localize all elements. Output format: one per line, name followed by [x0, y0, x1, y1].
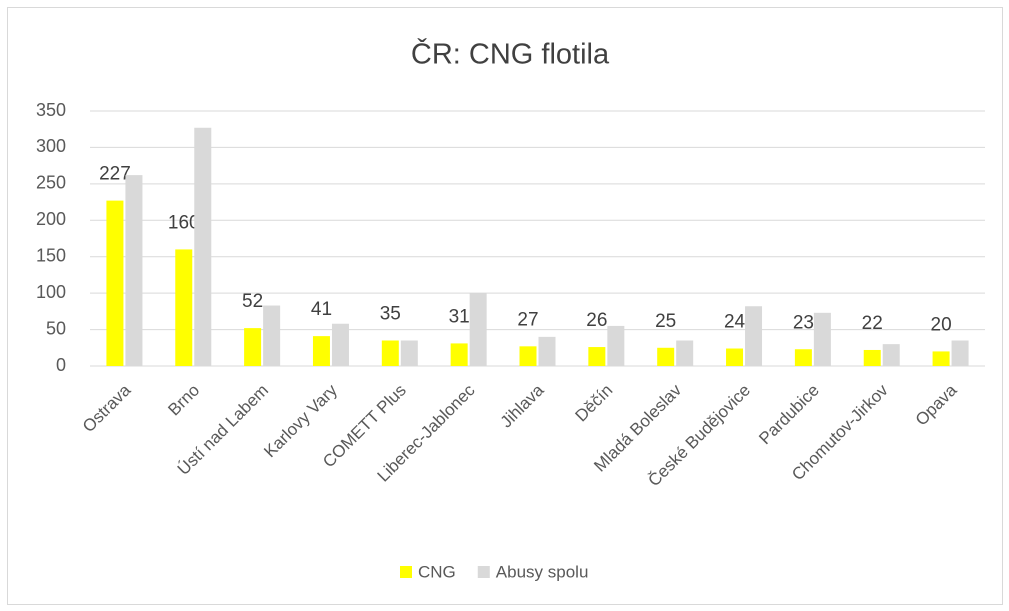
data-label: 160 — [168, 212, 200, 233]
bar — [951, 340, 969, 366]
bar — [588, 347, 606, 366]
legend-label: Abusy spolu — [496, 562, 589, 581]
legend-swatch — [400, 566, 412, 578]
data-label: 24 — [724, 312, 746, 333]
y-tick-label: 300 — [36, 136, 66, 156]
bar — [794, 349, 812, 366]
y-tick-label: 250 — [36, 173, 66, 193]
bar — [538, 336, 556, 366]
bar — [882, 344, 900, 366]
bar — [932, 351, 950, 366]
bar — [263, 305, 281, 366]
bar — [125, 175, 143, 366]
y-tick-label: 350 — [36, 100, 66, 120]
data-label: 25 — [655, 311, 676, 332]
y-tick-label: 50 — [46, 318, 66, 338]
bar — [469, 293, 487, 366]
data-label: 31 — [449, 306, 470, 327]
data-label: 27 — [517, 309, 538, 330]
bar — [106, 200, 124, 366]
y-tick-label: 100 — [36, 282, 66, 302]
bar — [312, 336, 330, 366]
bar — [175, 249, 193, 366]
data-label: 26 — [586, 310, 607, 331]
chart-border — [7, 7, 1003, 605]
chart-title: ČR: CNG flotila — [411, 37, 610, 71]
data-label: 35 — [380, 304, 401, 325]
bar — [450, 343, 468, 366]
y-tick-label: 0 — [56, 355, 66, 375]
bar — [607, 325, 625, 366]
y-tick-label: 200 — [36, 209, 66, 229]
bar — [676, 340, 694, 366]
data-label: 52 — [242, 291, 263, 312]
bar — [381, 340, 399, 366]
data-label: 22 — [862, 313, 883, 334]
bar — [244, 328, 262, 366]
bar — [863, 349, 881, 366]
data-label: 23 — [793, 312, 814, 333]
bar — [657, 347, 675, 366]
bar — [331, 323, 349, 366]
bar — [194, 127, 212, 366]
data-label: 41 — [311, 299, 332, 320]
bar — [745, 306, 763, 366]
data-label: 20 — [931, 314, 952, 335]
legend-swatch — [477, 566, 490, 578]
bar — [726, 348, 744, 366]
bar — [400, 340, 418, 366]
y-tick-label: 150 — [36, 245, 66, 265]
data-label: 227 — [99, 164, 131, 185]
bar — [813, 312, 831, 366]
legend-label: CNG — [418, 562, 456, 581]
bar — [519, 346, 537, 366]
